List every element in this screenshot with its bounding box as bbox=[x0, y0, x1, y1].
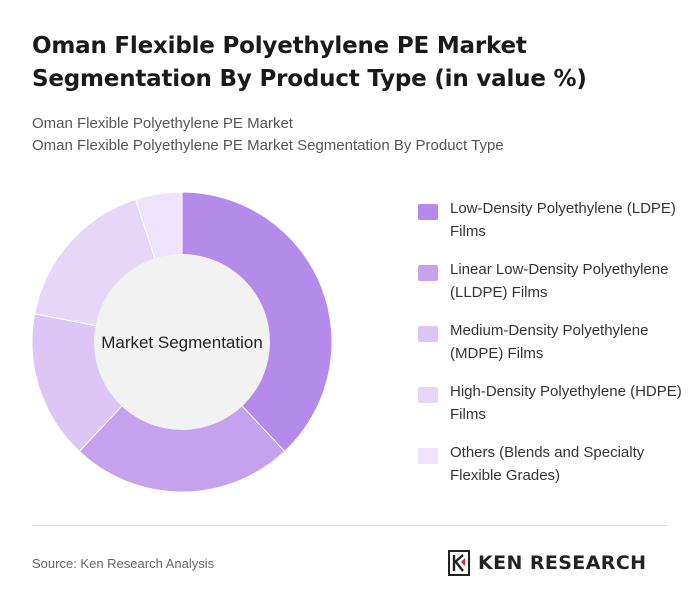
ken-research-logo-text: KEN RESEARCH bbox=[478, 552, 647, 574]
chart-title: Oman Flexible Polyethylene PE Market Seg… bbox=[32, 33, 587, 92]
donut-chart: Market Segmentation bbox=[31, 191, 333, 493]
legend-label: Linear Low-Density Polyethylene (LLDPE) … bbox=[450, 261, 669, 301]
legend-label: Low-Density Polyethylene (LDPE) Films bbox=[450, 200, 676, 240]
donut-center-label: Market Segmentation bbox=[101, 333, 263, 352]
legend-swatch bbox=[418, 387, 438, 403]
legend-swatch bbox=[418, 204, 438, 220]
ken-research-logo: KEN RESEARCH bbox=[448, 550, 646, 576]
legend-item: Low-Density Polyethylene (LDPE) Films bbox=[418, 197, 688, 258]
chart-legend: Low-Density Polyethylene (LDPE) Films Lin… bbox=[418, 197, 688, 502]
donut-center bbox=[94, 254, 270, 430]
chart-subtitle: Oman Flexible Polyethylene PE Market Oma… bbox=[32, 113, 504, 157]
legend-item: Linear Low-Density Polyethylene (LLDPE) … bbox=[418, 258, 688, 319]
legend-swatch bbox=[418, 265, 438, 281]
ken-research-logo-icon bbox=[448, 550, 470, 576]
legend-label: High-Density Polyethylene (HDPE) Films bbox=[450, 383, 682, 423]
subtitle-line-2: Oman Flexible Polyethylene PE Market Seg… bbox=[32, 137, 504, 154]
legend-item: High-Density Polyethylene (HDPE) Films bbox=[418, 380, 688, 441]
legend-swatch bbox=[418, 326, 438, 342]
legend-label: Others (Blends and Specialty Flexible Gr… bbox=[450, 444, 645, 484]
legend-label: Medium-Density Polyethylene (MDPE) Films bbox=[450, 322, 649, 362]
legend-item: Medium-Density Polyethylene (MDPE) Films bbox=[418, 319, 688, 380]
legend-item: Others (Blends and Specialty Flexible Gr… bbox=[418, 441, 688, 502]
legend-swatch bbox=[418, 448, 438, 464]
subtitle-line-1: Oman Flexible Polyethylene PE Market bbox=[32, 115, 293, 132]
footer-divider bbox=[32, 525, 668, 526]
source-note: Source: Ken Research Analysis bbox=[32, 556, 215, 571]
